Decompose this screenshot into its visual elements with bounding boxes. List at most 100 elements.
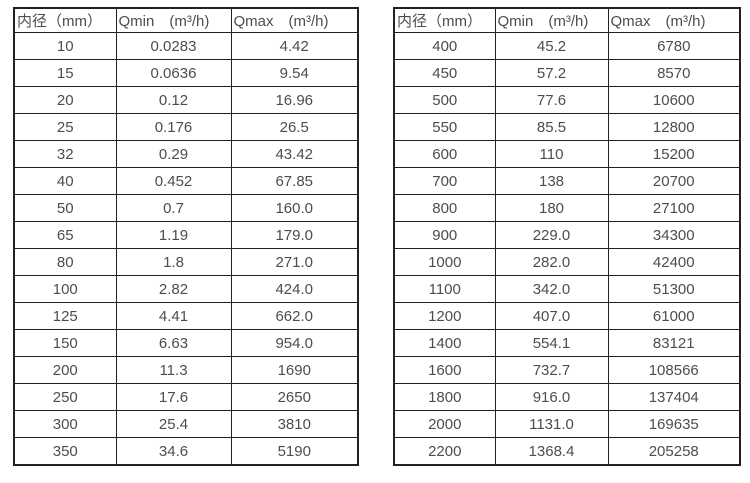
table-cell: 205258 <box>607 437 741 466</box>
table-row: 1000 282.0 42400 <box>393 248 741 276</box>
table-row: 125 4.41 662.0 <box>13 302 359 330</box>
table-cell: 110 <box>494 140 609 168</box>
table-row: 1100 342.0 51300 <box>393 275 741 303</box>
table-cell: 400 <box>393 32 496 60</box>
table-cell: 11.3 <box>115 356 232 384</box>
table-cell: 50 <box>13 194 117 222</box>
table-cell: 1200 <box>393 302 496 330</box>
table-cell: 138 <box>494 167 609 195</box>
table-cell: 9.54 <box>230 59 359 87</box>
table-cell: 1100 <box>393 275 496 303</box>
table-cell: 5190 <box>230 437 359 466</box>
table-cell: 34.6 <box>115 437 232 466</box>
table-cell: 4.41 <box>115 302 232 330</box>
table-cell: 350 <box>13 437 117 466</box>
table-cell: 25.4 <box>115 410 232 438</box>
table-row: 250 17.6 2650 <box>13 383 359 411</box>
table-row: 100 2.82 424.0 <box>13 275 359 303</box>
table-row: 500 77.6 10600 <box>393 86 741 114</box>
table-cell: 600 <box>393 140 496 168</box>
table-row: 65 1.19 179.0 <box>13 221 359 249</box>
table-cell: 662.0 <box>230 302 359 330</box>
table-cell: 67.85 <box>230 167 359 195</box>
table-cell: 27100 <box>607 194 741 222</box>
table-cell: 450 <box>393 59 496 87</box>
table-cell: 85.5 <box>494 113 609 141</box>
table-cell: 229.0 <box>494 221 609 249</box>
table-body: 400 45.2 6780 450 57.2 8570 500 77.6 10600 550 85.… <box>393 32 741 466</box>
table-row: 32 0.29 43.42 <box>13 140 359 168</box>
table-row: 50 0.7 160.0 <box>13 194 359 222</box>
table-cell: 40 <box>13 167 117 195</box>
table-row: 40 0.452 67.85 <box>13 167 359 195</box>
table-row: 1200 407.0 61000 <box>393 302 741 330</box>
table-cell: 15200 <box>607 140 741 168</box>
table-cell: 2000 <box>393 410 496 438</box>
table-cell: 179.0 <box>230 221 359 249</box>
table-cell: 1600 <box>393 356 496 384</box>
table-row: 15 0.0636 9.54 <box>13 59 359 87</box>
table-cell: 32 <box>13 140 117 168</box>
table-cell: 26.5 <box>230 113 359 141</box>
table-cell: 160.0 <box>230 194 359 222</box>
table-cell: 25 <box>13 113 117 141</box>
table-body: 10 0.0283 4.42 15 0.0636 9.54 20 0.12 16.96 25 0.1… <box>13 32 359 466</box>
table-cell: 20700 <box>607 167 741 195</box>
table-cell: 80 <box>13 248 117 276</box>
table-cell: 282.0 <box>494 248 609 276</box>
table-row: 20 0.12 16.96 <box>13 86 359 114</box>
table-cell: 0.0636 <box>115 59 232 87</box>
table-cell: 61000 <box>607 302 741 330</box>
table-row: 1800 916.0 137404 <box>393 383 741 411</box>
table-row: 600 110 15200 <box>393 140 741 168</box>
table-row: 80 1.8 271.0 <box>13 248 359 276</box>
table-cell: 51300 <box>607 275 741 303</box>
table-cell: 6.63 <box>115 329 232 357</box>
table-cell: 300 <box>13 410 117 438</box>
table-row: 25 0.176 26.5 <box>13 113 359 141</box>
table-cell: 2200 <box>393 437 496 466</box>
table-cell: 12800 <box>607 113 741 141</box>
header-qmin: Qmin (m³/h) <box>115 7 232 33</box>
table-row: 700 138 20700 <box>393 167 741 195</box>
table-cell: 3810 <box>230 410 359 438</box>
table-cell: 0.29 <box>115 140 232 168</box>
table-cell: 250 <box>13 383 117 411</box>
table-cell: 6780 <box>607 32 741 60</box>
table-row: 1400 554.1 83121 <box>393 329 741 357</box>
table-cell: 15 <box>13 59 117 87</box>
table-cell: 16.96 <box>230 86 359 114</box>
table-cell: 150 <box>13 329 117 357</box>
flow-table-large-diameters: 内径（mm） Qmin (m³/h) Qmax (m³/h) 400 45.2 67… <box>393 7 741 466</box>
table-cell: 500 <box>393 86 496 114</box>
table-cell: 180 <box>494 194 609 222</box>
table-cell: 83121 <box>607 329 741 357</box>
table-cell: 550 <box>393 113 496 141</box>
header-inner-diameter: 内径（mm） <box>393 7 496 33</box>
table-cell: 1800 <box>393 383 496 411</box>
table-row: 800 180 27100 <box>393 194 741 222</box>
table-cell: 800 <box>393 194 496 222</box>
table-row: 200 11.3 1690 <box>13 356 359 384</box>
table-cell: 2.82 <box>115 275 232 303</box>
table-cell: 137404 <box>607 383 741 411</box>
table-cell: 0.7 <box>115 194 232 222</box>
table-cell: 125 <box>13 302 117 330</box>
table-cell: 916.0 <box>494 383 609 411</box>
table-row: 10 0.0283 4.42 <box>13 32 359 60</box>
table-cell: 954.0 <box>230 329 359 357</box>
table-cell: 42400 <box>607 248 741 276</box>
table-cell: 732.7 <box>494 356 609 384</box>
table-row: 1600 732.7 108566 <box>393 356 741 384</box>
table-cell: 57.2 <box>494 59 609 87</box>
table-cell: 45.2 <box>494 32 609 60</box>
table-cell: 20 <box>13 86 117 114</box>
table-cell: 0.452 <box>115 167 232 195</box>
table-cell: 700 <box>393 167 496 195</box>
table-cell: 0.12 <box>115 86 232 114</box>
table-cell: 77.6 <box>494 86 609 114</box>
table-cell: 424.0 <box>230 275 359 303</box>
table-cell: 1368.4 <box>494 437 609 466</box>
table-cell: 34300 <box>607 221 741 249</box>
flow-table-small-diameters: 内径（mm） Qmin (m³/h) Qmax (m³/h) 10 0.0283 4… <box>13 7 359 466</box>
